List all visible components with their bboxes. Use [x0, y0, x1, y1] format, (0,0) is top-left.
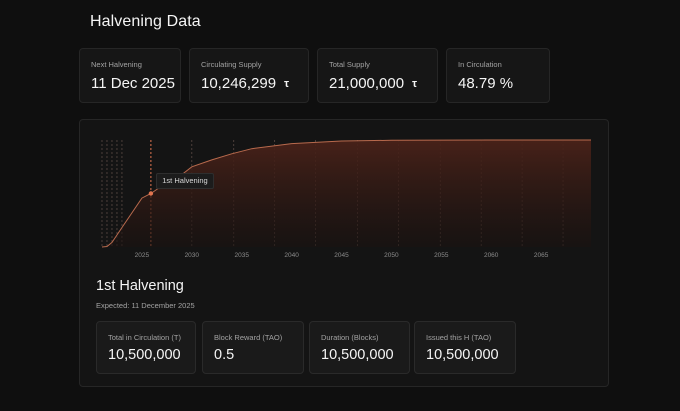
tao-unit-icon: τ [284, 78, 289, 90]
stat-value: 11 Dec 2025 [91, 75, 175, 92]
stat-label: Next Halvening [91, 60, 142, 69]
stat-value: 21,000,000 τ [329, 75, 417, 92]
supply-line [101, 139, 591, 248]
detail-label: Block Reward (TAO) [214, 333, 283, 342]
stat-label: Total Supply [329, 60, 370, 69]
stat-value-text: 11 Dec 2025 [91, 75, 175, 92]
supply-chart[interactable]: 2025 2030 2035 2040 2045 2050 2055 2060 2065 [80, 120, 610, 265]
detail-card-block-reward: Block Reward (TAO) 0.5 [202, 321, 304, 374]
halvening-expected-date: Expected: 11 December 2025 [96, 301, 195, 310]
stat-label: In Circulation [458, 60, 502, 69]
x-tick-label: 2030 [185, 252, 200, 259]
stat-label: Circulating Supply [201, 60, 262, 69]
tao-unit-icon: τ [412, 78, 417, 90]
page-title: Halvening Data [90, 13, 201, 30]
stat-card-circulating-supply: Circulating Supply 10,246,299 τ [189, 48, 309, 103]
x-tick-label: 2065 [534, 252, 549, 259]
halvening-tooltip: 1st Halvening [156, 173, 214, 189]
halvening-point-marker[interactable] [148, 191, 154, 196]
stat-value-text: 48.79 % [458, 75, 514, 92]
detail-value: 10,500,000 [108, 347, 181, 363]
stat-value-text: 21,000,000 [329, 75, 405, 92]
x-tick-label: 2050 [384, 252, 399, 259]
stat-value: 48.79 % [458, 75, 513, 92]
x-tick-label: 2055 [434, 252, 449, 259]
stat-value: 10,246,299 τ [201, 75, 289, 92]
supply-area [102, 140, 591, 247]
detail-card-duration: Duration (Blocks) 10,500,000 [309, 321, 410, 374]
stat-value-text: 10,246,299 [201, 75, 277, 92]
x-tick-label: 2045 [334, 252, 349, 259]
detail-card-total-in-circulation: Total in Circulation (T) 10,500,000 [96, 321, 196, 374]
detail-label: Issued this H (TAO) [426, 333, 492, 342]
detail-label: Duration (Blocks) [321, 333, 379, 342]
halvening-title: 1st Halvening [96, 278, 184, 294]
x-tick-label: 2025 [135, 252, 150, 259]
detail-value: 10,500,000 [426, 347, 499, 363]
stat-card-total-supply: Total Supply 21,000,000 τ [317, 48, 438, 103]
halvening-panel: 2025 2030 2035 2040 2045 2050 2055 2060 2065 1st… [79, 119, 609, 387]
detail-card-issued: Issued this H (TAO) 10,500,000 [414, 321, 516, 374]
detail-label: Total in Circulation (T) [108, 333, 181, 342]
x-tick-label: 2040 [284, 252, 299, 259]
stat-card-next-halvening: Next Halvening 11 Dec 2025 [79, 48, 181, 103]
x-tick-label: 2060 [484, 252, 499, 259]
x-tick-label: 2035 [234, 252, 249, 259]
stat-card-in-circulation: In Circulation 48.79 % [446, 48, 550, 103]
detail-value: 10,500,000 [321, 347, 394, 363]
detail-value: 0.5 [214, 347, 235, 363]
